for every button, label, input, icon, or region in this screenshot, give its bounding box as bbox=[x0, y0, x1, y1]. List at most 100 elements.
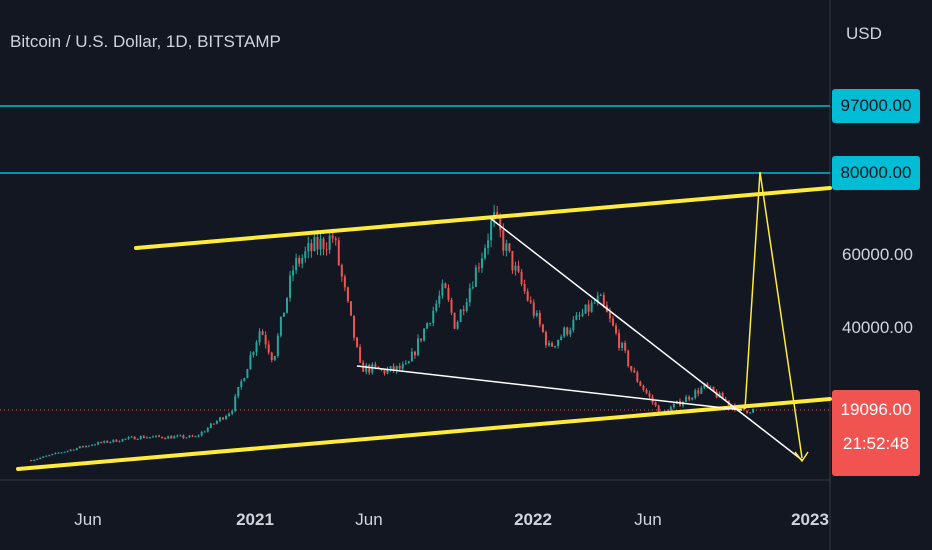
candle-body bbox=[523, 283, 526, 292]
candle-body bbox=[648, 393, 651, 397]
candle-body bbox=[84, 445, 87, 448]
candle-body bbox=[45, 455, 48, 457]
candle-body bbox=[633, 370, 636, 373]
candle-body bbox=[42, 456, 45, 458]
candle-body bbox=[66, 450, 69, 452]
price-tag-80000[interactable]: 80000.00 bbox=[832, 156, 920, 190]
x-tick-jun-2021: Jun bbox=[355, 510, 383, 529]
candle-body bbox=[179, 435, 182, 437]
candle-body bbox=[164, 438, 167, 440]
candle-body bbox=[127, 437, 130, 439]
candle-body bbox=[97, 442, 100, 445]
candle-body bbox=[429, 323, 432, 325]
candle-body bbox=[685, 396, 688, 403]
candle-body bbox=[645, 389, 648, 394]
candle-body bbox=[621, 342, 624, 348]
candle-body bbox=[365, 364, 368, 372]
candle-body bbox=[593, 302, 596, 304]
candle-body bbox=[636, 372, 639, 382]
candle-body bbox=[663, 410, 666, 412]
candle-body bbox=[721, 392, 724, 400]
candle-body bbox=[465, 302, 468, 311]
x-tick-2022: 2022 bbox=[514, 510, 552, 529]
candle-body bbox=[517, 265, 520, 272]
candle-body bbox=[33, 459, 36, 461]
candle-body bbox=[346, 287, 349, 302]
candle-body bbox=[167, 436, 170, 439]
candle-body bbox=[453, 312, 456, 329]
candle-body bbox=[343, 276, 346, 288]
candle-body bbox=[54, 452, 57, 454]
candle-body bbox=[255, 342, 258, 353]
candle-body bbox=[468, 288, 471, 303]
candle-body bbox=[526, 291, 529, 301]
candle-body bbox=[285, 297, 288, 313]
candle-body bbox=[688, 396, 691, 400]
candle-body bbox=[234, 396, 237, 412]
candle-body bbox=[139, 436, 142, 439]
candle-body bbox=[596, 295, 599, 303]
candle-body bbox=[78, 446, 81, 449]
candle-body bbox=[154, 435, 157, 437]
candle-body bbox=[142, 436, 145, 439]
candle-body bbox=[426, 323, 429, 329]
candle-body bbox=[69, 449, 72, 451]
candle-body bbox=[444, 283, 447, 289]
candle-body bbox=[304, 251, 307, 259]
candle-body bbox=[191, 435, 194, 437]
candle-body bbox=[505, 243, 508, 251]
candle-body bbox=[273, 356, 276, 361]
candle-body bbox=[724, 399, 727, 401]
candle-body bbox=[618, 333, 621, 348]
candle-body bbox=[639, 381, 642, 386]
candle-body bbox=[575, 315, 578, 320]
candle-body bbox=[118, 441, 121, 443]
y-tick-60000: 60000.00 bbox=[842, 245, 913, 264]
candle-body bbox=[136, 438, 139, 440]
wedge-lower-line bbox=[356, 365, 743, 411]
x-tick-jun-2022: Jun bbox=[634, 510, 662, 529]
candle-body bbox=[697, 390, 700, 394]
candle-body bbox=[413, 351, 416, 356]
candle-body bbox=[334, 238, 337, 241]
candle-body bbox=[100, 442, 103, 444]
candle-body bbox=[322, 238, 325, 250]
candle-body bbox=[337, 240, 340, 266]
candle-body bbox=[240, 381, 243, 387]
candle-body bbox=[669, 407, 672, 413]
candle-body bbox=[374, 364, 377, 367]
candle-body bbox=[246, 369, 249, 379]
candle-body bbox=[544, 332, 547, 346]
candle-body bbox=[627, 350, 630, 367]
candle-body bbox=[587, 304, 590, 312]
candle-body bbox=[206, 427, 209, 432]
candle-body bbox=[395, 366, 398, 371]
candle-body bbox=[459, 309, 462, 322]
candle-body bbox=[173, 436, 176, 439]
candle-body bbox=[602, 295, 605, 306]
candle-body bbox=[279, 316, 282, 336]
candle-body bbox=[480, 258, 483, 268]
candle-body bbox=[72, 449, 75, 451]
candle-body bbox=[316, 236, 319, 250]
candle-body bbox=[106, 440, 109, 443]
candle-body bbox=[81, 446, 84, 448]
candle-body bbox=[410, 351, 413, 362]
candle-body bbox=[563, 327, 566, 337]
candle-body bbox=[194, 436, 197, 438]
candle-body bbox=[258, 331, 261, 343]
candle-body bbox=[48, 455, 51, 457]
candle-body bbox=[712, 386, 715, 392]
candle-body bbox=[608, 312, 611, 319]
candle-body bbox=[39, 457, 42, 459]
candle-body bbox=[94, 444, 97, 446]
candle-body bbox=[441, 283, 444, 296]
candle-body bbox=[532, 302, 535, 316]
price-tag-97000[interactable]: 97000.00 bbox=[832, 89, 920, 123]
candle-body bbox=[407, 361, 410, 364]
candle-body bbox=[145, 437, 148, 439]
candle-body bbox=[654, 402, 657, 406]
candle-body bbox=[218, 417, 221, 422]
